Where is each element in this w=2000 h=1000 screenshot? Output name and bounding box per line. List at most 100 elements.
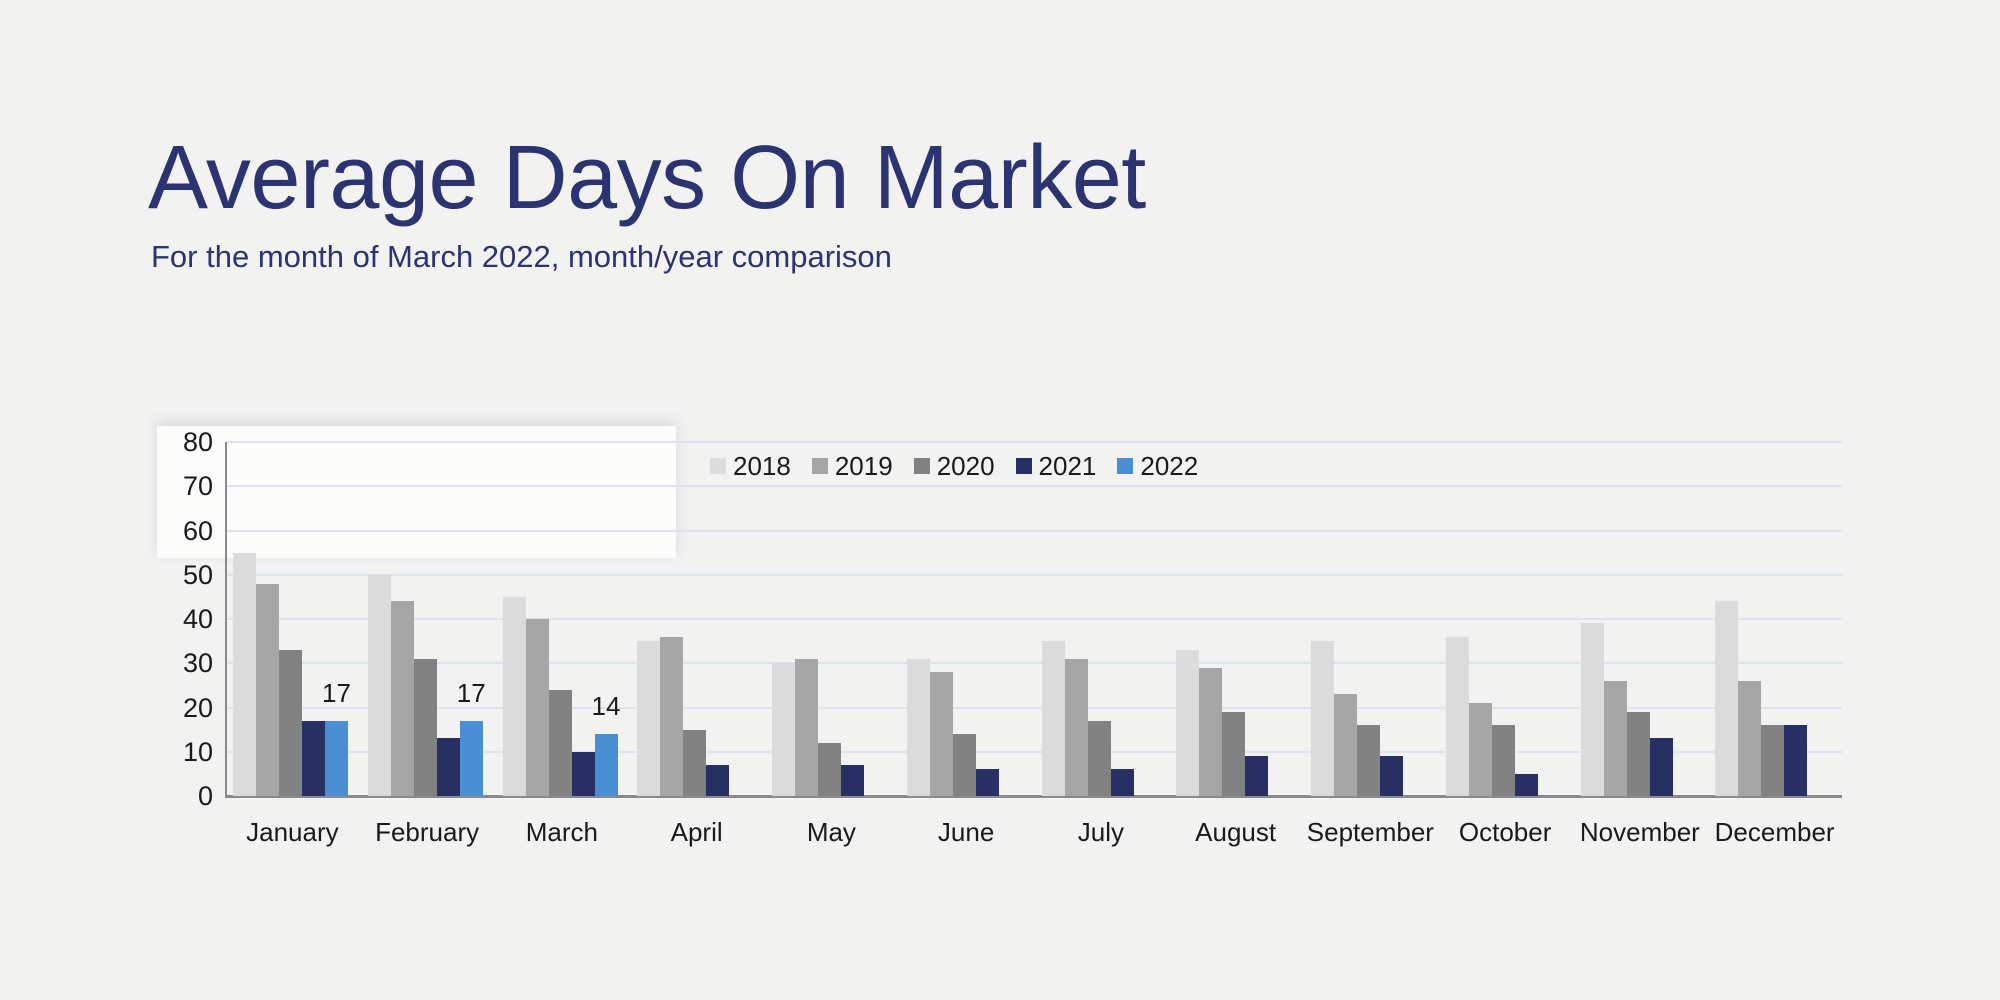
gridline-10 — [225, 750, 1842, 753]
bar-2018-february — [367, 574, 391, 796]
bar-2019-march — [525, 619, 549, 796]
x-axis-line — [225, 795, 1842, 798]
x-axis-label-may: May — [806, 817, 856, 847]
gridline-20 — [225, 706, 1842, 709]
legend-swatch-2022 — [1117, 458, 1134, 474]
y-axis-tick-40: 40 — [182, 604, 213, 634]
bar-2021-march — [571, 751, 595, 796]
bar-2021-august — [1245, 756, 1269, 796]
bar-2021-april — [706, 765, 730, 796]
legend-label-2022: 2022 — [1140, 451, 1199, 481]
background-highlight-card — [157, 426, 676, 558]
gridline-40 — [225, 618, 1842, 620]
bar-2019-april — [660, 636, 684, 796]
bar-2020-january — [279, 649, 302, 796]
bar-2019-february — [390, 601, 414, 796]
bar-2020-may — [818, 742, 841, 796]
gridline-60 — [225, 529, 1842, 532]
chart-legend: 2018 2019 2020 2021 2022 — [710, 452, 1219, 480]
bar-2022-march — [594, 734, 618, 796]
x-axis-label-march: March — [525, 817, 598, 847]
bar-2022-january — [325, 720, 348, 796]
legend-swatch-2021 — [1015, 458, 1032, 474]
bar-2018-march — [502, 596, 526, 796]
bar-2019-august — [1199, 667, 1223, 796]
x-axis-label-july: July — [1077, 817, 1124, 847]
legend-item-2020: 2020 — [913, 451, 995, 481]
gridline-50 — [225, 573, 1842, 576]
y-axis-tick-80: 80 — [182, 427, 213, 457]
page-title: Average Days On Market — [148, 128, 1146, 228]
bar-2018-july — [1041, 641, 1065, 796]
value-label-2022-march: 14 — [591, 691, 621, 722]
bar-2018-april — [637, 641, 661, 796]
x-axis-label-april: April — [670, 817, 723, 847]
y-axis-tick-20: 20 — [182, 692, 213, 723]
bar-2019-december — [1738, 680, 1762, 796]
value-label-2022-january: 17 — [322, 677, 351, 708]
legend-label-2018: 2018 — [733, 451, 791, 481]
x-axis-label-october: October — [1458, 817, 1552, 847]
bar-2021-december — [1784, 725, 1808, 796]
bar-2018-may — [772, 663, 795, 796]
legend-swatch-2019 — [811, 458, 828, 474]
y-axis-line — [225, 442, 227, 796]
bar-2021-november — [1649, 738, 1673, 796]
bar-2020-july — [1087, 720, 1111, 796]
bar-2019-november — [1603, 680, 1627, 796]
y-axis-tick-70: 70 — [182, 471, 213, 502]
bar-2020-april — [683, 729, 707, 796]
bar-2018-january — [233, 552, 256, 796]
bar-2021-september — [1380, 756, 1403, 796]
bar-2018-august — [1176, 649, 1200, 796]
bar-2020-june — [952, 734, 976, 796]
bar-2019-september — [1334, 694, 1357, 796]
x-axis-label-december: December — [1714, 817, 1835, 847]
y-axis-tick-0: 0 — [197, 781, 213, 811]
value-label-2022-february: 17 — [456, 677, 486, 708]
legend-item-2022: 2022 — [1117, 452, 1198, 480]
bar-2018-november — [1580, 623, 1604, 796]
x-axis-label-august: August — [1195, 817, 1277, 847]
bar-2021-january — [302, 720, 325, 796]
bar-2018-june — [906, 658, 930, 796]
gridline-30 — [225, 662, 1842, 665]
legend-swatch-2020 — [913, 458, 930, 474]
gridline-70 — [225, 485, 1842, 488]
bar-2021-october — [1514, 773, 1538, 796]
bar-2021-may — [841, 765, 864, 796]
bar-2020-march — [548, 689, 572, 796]
bar-2021-june — [975, 769, 999, 796]
bar-2020-december — [1761, 725, 1785, 796]
bar-2021-july — [1110, 769, 1134, 796]
bar-2021-february — [436, 738, 460, 796]
bar-2019-may — [795, 658, 818, 796]
bar-2020-august — [1222, 711, 1246, 796]
x-axis-label-september: September — [1306, 817, 1434, 847]
page-subtitle: For the month of March 2022, month/year … — [151, 239, 892, 274]
bar-2019-june — [929, 672, 953, 796]
legend-item-2018: 2018 — [710, 452, 791, 480]
legend-item-2019: 2019 — [811, 451, 893, 481]
y-axis-tick-30: 30 — [182, 648, 213, 679]
legend-label-2019: 2019 — [834, 451, 893, 481]
bar-2020-september — [1357, 725, 1380, 796]
y-axis-tick-50: 50 — [182, 559, 213, 590]
legend-swatch-2018 — [710, 458, 726, 474]
bar-2019-october — [1468, 703, 1492, 796]
legend-item-2021: 2021 — [1015, 452, 1096, 480]
legend-label-2020: 2020 — [936, 451, 995, 481]
bar-2020-november — [1626, 711, 1650, 796]
x-axis-label-january: January — [246, 817, 339, 847]
bar-2019-july — [1064, 658, 1088, 796]
bar-2020-october — [1491, 725, 1515, 796]
bar-2019-january — [256, 583, 279, 796]
x-axis-label-june: June — [937, 817, 995, 847]
bar-2022-february — [459, 720, 483, 796]
y-axis-tick-60: 60 — [182, 515, 213, 546]
gridline-80 — [225, 441, 1842, 443]
bar-2020-february — [413, 658, 437, 796]
bar-2018-december — [1715, 601, 1739, 796]
